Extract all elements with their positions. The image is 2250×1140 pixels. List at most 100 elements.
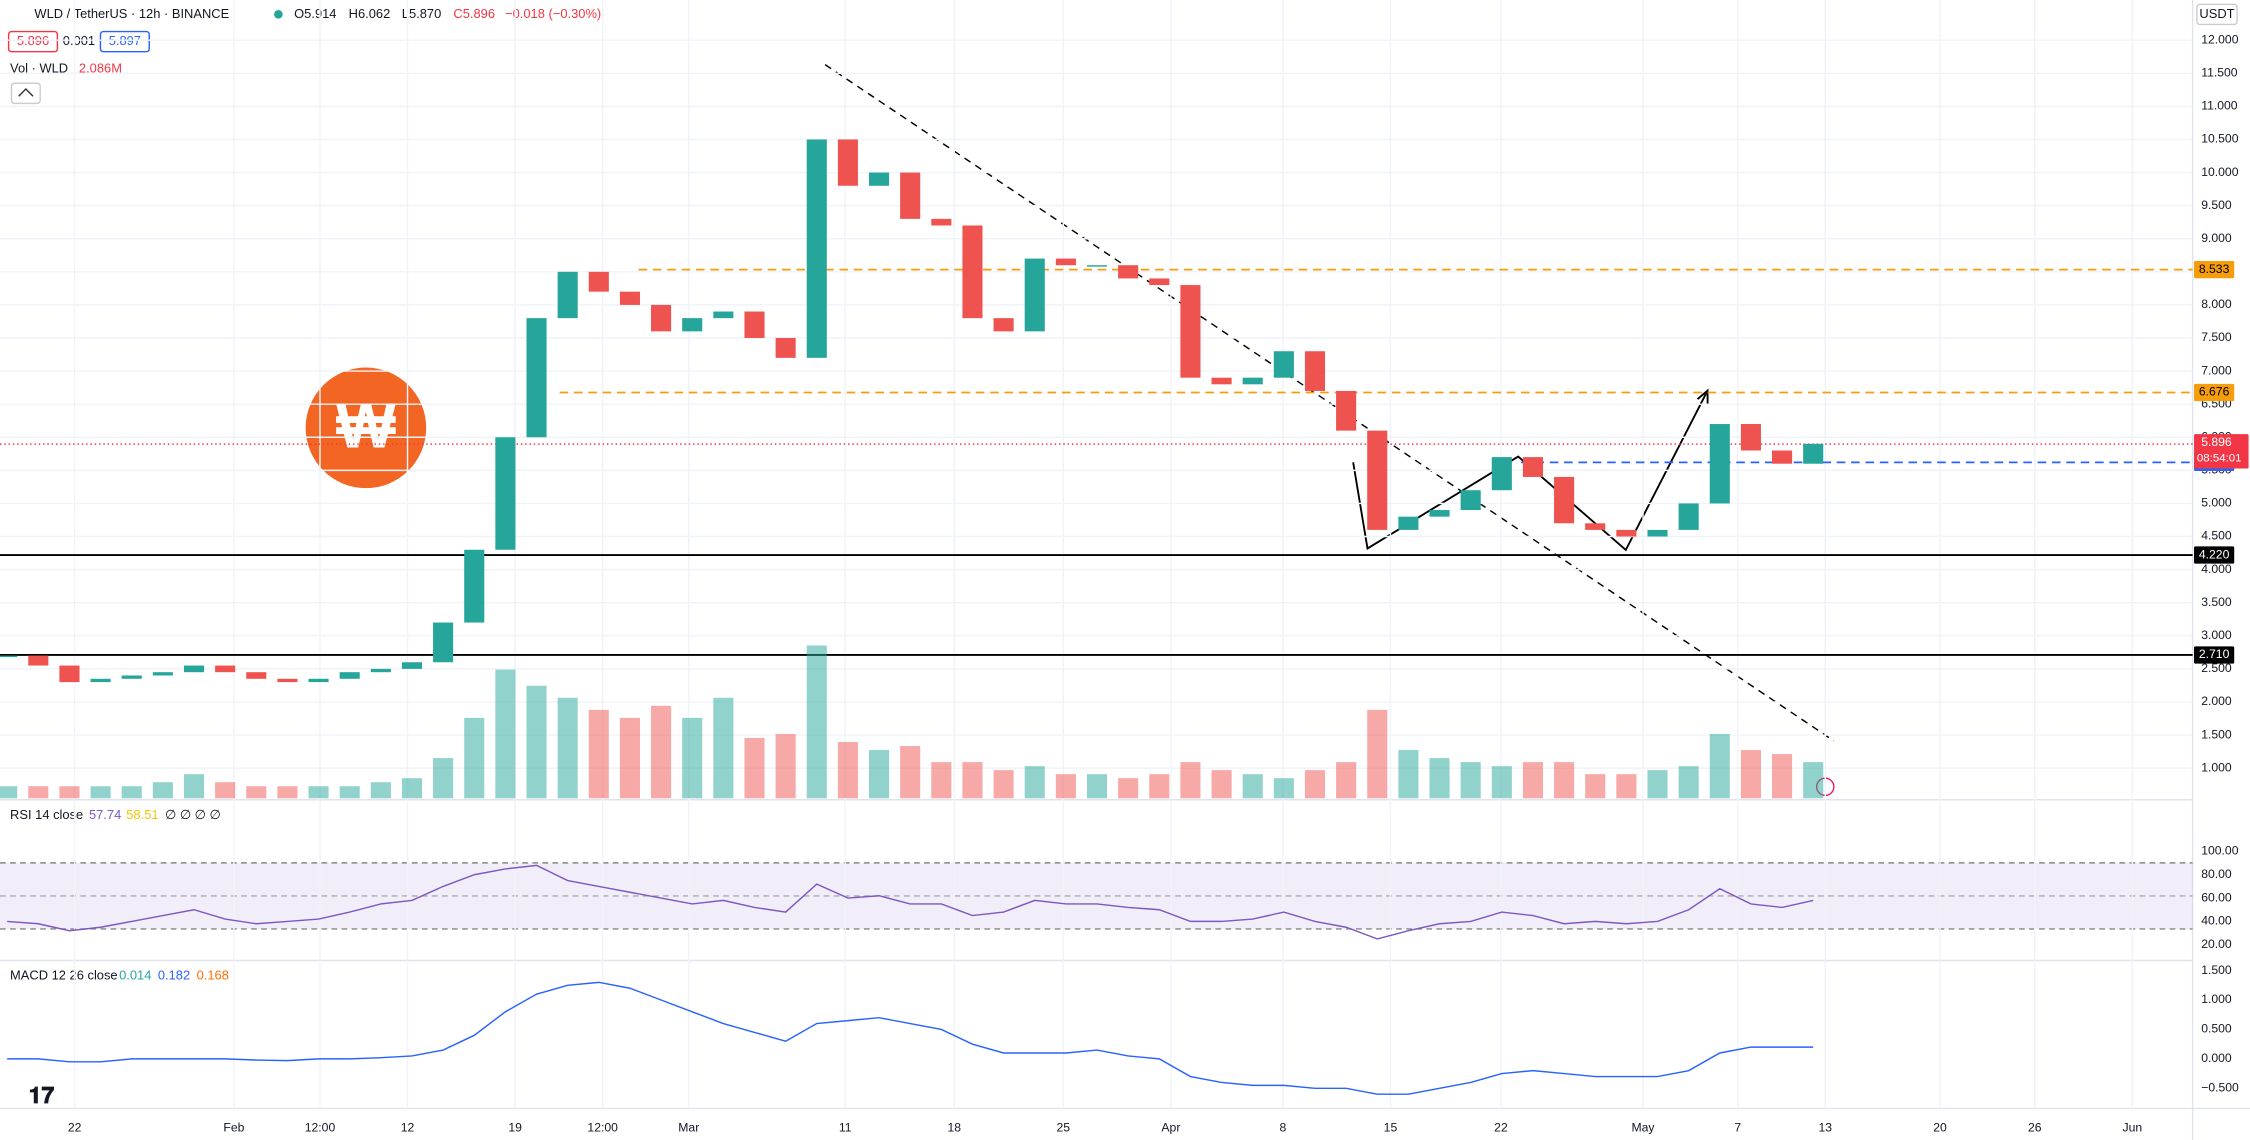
volume-bar <box>1367 709 1388 799</box>
x-tick-label: May <box>1632 1121 1656 1135</box>
y-tick-label: 4.500 <box>2201 529 2232 543</box>
candle <box>1149 278 1170 286</box>
candle <box>339 672 360 679</box>
macd-hist: 0.014 <box>119 968 151 983</box>
y-tick-label: 11.500 <box>2201 66 2238 80</box>
volume-bar <box>1055 774 1076 799</box>
volume-bar <box>1491 766 1512 799</box>
y-tick-label: 1.000 <box>2201 760 2232 774</box>
y-tick-label: 11.000 <box>2201 99 2238 113</box>
volume-bar <box>370 782 391 799</box>
volume-bar <box>1086 774 1108 799</box>
volume-bar <box>682 717 703 799</box>
volume-bar <box>1118 778 1139 799</box>
volume-bar <box>1336 762 1357 799</box>
volume-bar <box>121 786 142 799</box>
currency-button[interactable] <box>2196 3 2238 26</box>
candle <box>1118 265 1139 279</box>
candle <box>1273 351 1294 378</box>
ask-box[interactable] <box>99 30 150 53</box>
y-tick-label: 3.000 <box>2201 628 2232 642</box>
candle <box>682 318 703 332</box>
volume-bar <box>90 786 111 799</box>
macd-tick-label: 1.500 <box>2201 963 2232 977</box>
volume-bar <box>1522 762 1544 799</box>
candle <box>1647 529 1668 537</box>
y-tick-label: 10.500 <box>2201 132 2238 146</box>
volume-bar <box>1460 762 1481 799</box>
candle <box>1086 265 1108 267</box>
symbol: WLD / TetherUS · 12h · BINANCE <box>34 6 229 21</box>
candle <box>1616 529 1637 537</box>
volume-bar <box>246 786 267 799</box>
volume-bar <box>1740 750 1761 799</box>
volume-label: Vol · WLD <box>10 60 68 75</box>
volume-bar <box>1647 770 1668 799</box>
candle <box>1585 523 1606 530</box>
collapse-button[interactable] <box>10 82 41 105</box>
candle <box>806 139 827 358</box>
macd-label: MACD 12 26 close <box>10 968 118 983</box>
candle <box>1180 285 1201 378</box>
countdown: 08:54:01 <box>2197 453 2242 465</box>
candle <box>1772 450 1793 464</box>
x-tick-label: 20 <box>1933 1121 1947 1135</box>
rsi-tick-label: 40.00 <box>2201 914 2232 928</box>
x-tick-label: 25 <box>1057 1121 1071 1135</box>
volume-bar <box>526 685 547 799</box>
volume-bar <box>900 746 921 799</box>
y-tick-label: 8.000 <box>2201 297 2232 311</box>
level-badge <box>2194 546 2235 564</box>
x-tick-label: Feb <box>223 1121 244 1135</box>
level-label: 2.710 <box>2199 647 2230 661</box>
y-tick-label: 2.000 <box>2201 694 2232 708</box>
wave-path <box>1352 390 1709 552</box>
volume-bar <box>1554 762 1575 799</box>
volume-bar <box>1180 762 1201 799</box>
macd-signal: 0.168 <box>197 968 229 983</box>
x-tick-label: 26 <box>2028 1121 2042 1135</box>
ohlc-high: H6.062 <box>349 6 391 21</box>
x-tick-label: Mar <box>678 1121 699 1135</box>
volume-value: 2.086M <box>79 60 122 75</box>
y-tick-label: 3.500 <box>2201 595 2232 609</box>
x-tick-label: 12:00 <box>587 1121 618 1135</box>
candle <box>1709 424 1730 504</box>
y-tick-label: 1.500 <box>2201 727 2232 741</box>
y-tick-label: 12.000 <box>2201 32 2238 46</box>
x-tick-label: Apr <box>1161 1121 1180 1135</box>
ohlc-open: O5.914 <box>294 6 336 21</box>
volume-bar <box>1149 774 1170 799</box>
y-tick-label: 7.500 <box>2201 330 2232 344</box>
candle <box>401 662 423 669</box>
macd-tick-label: 1.000 <box>2201 992 2232 1006</box>
candle <box>869 172 890 186</box>
volume-bar <box>1616 774 1637 799</box>
volume-bar <box>464 717 485 799</box>
collapse-icon <box>18 88 34 97</box>
volume-bar <box>1273 778 1294 799</box>
level-label: 8.533 <box>2199 262 2230 276</box>
rsi-tick-label: 60.00 <box>2201 890 2232 904</box>
bid-box[interactable] <box>7 30 59 53</box>
volume-bar <box>651 705 672 799</box>
y-tick-label: 2.500 <box>2201 661 2232 675</box>
x-tick-label: 7 <box>1734 1121 1741 1135</box>
candle <box>1055 258 1076 266</box>
candle <box>900 172 921 219</box>
y-tick-label: 4.000 <box>2201 562 2232 576</box>
logo <box>305 367 427 489</box>
volume-bar <box>1429 758 1450 799</box>
candle <box>215 665 236 673</box>
volume-bar <box>1803 762 1824 799</box>
candle <box>1367 430 1388 530</box>
volume-bar <box>993 770 1014 799</box>
volume-bar <box>152 782 173 799</box>
candle <box>1429 510 1450 517</box>
volume-bar <box>1211 770 1232 799</box>
candle <box>277 678 298 683</box>
candle <box>1554 476 1575 524</box>
volume-bar <box>713 697 734 799</box>
